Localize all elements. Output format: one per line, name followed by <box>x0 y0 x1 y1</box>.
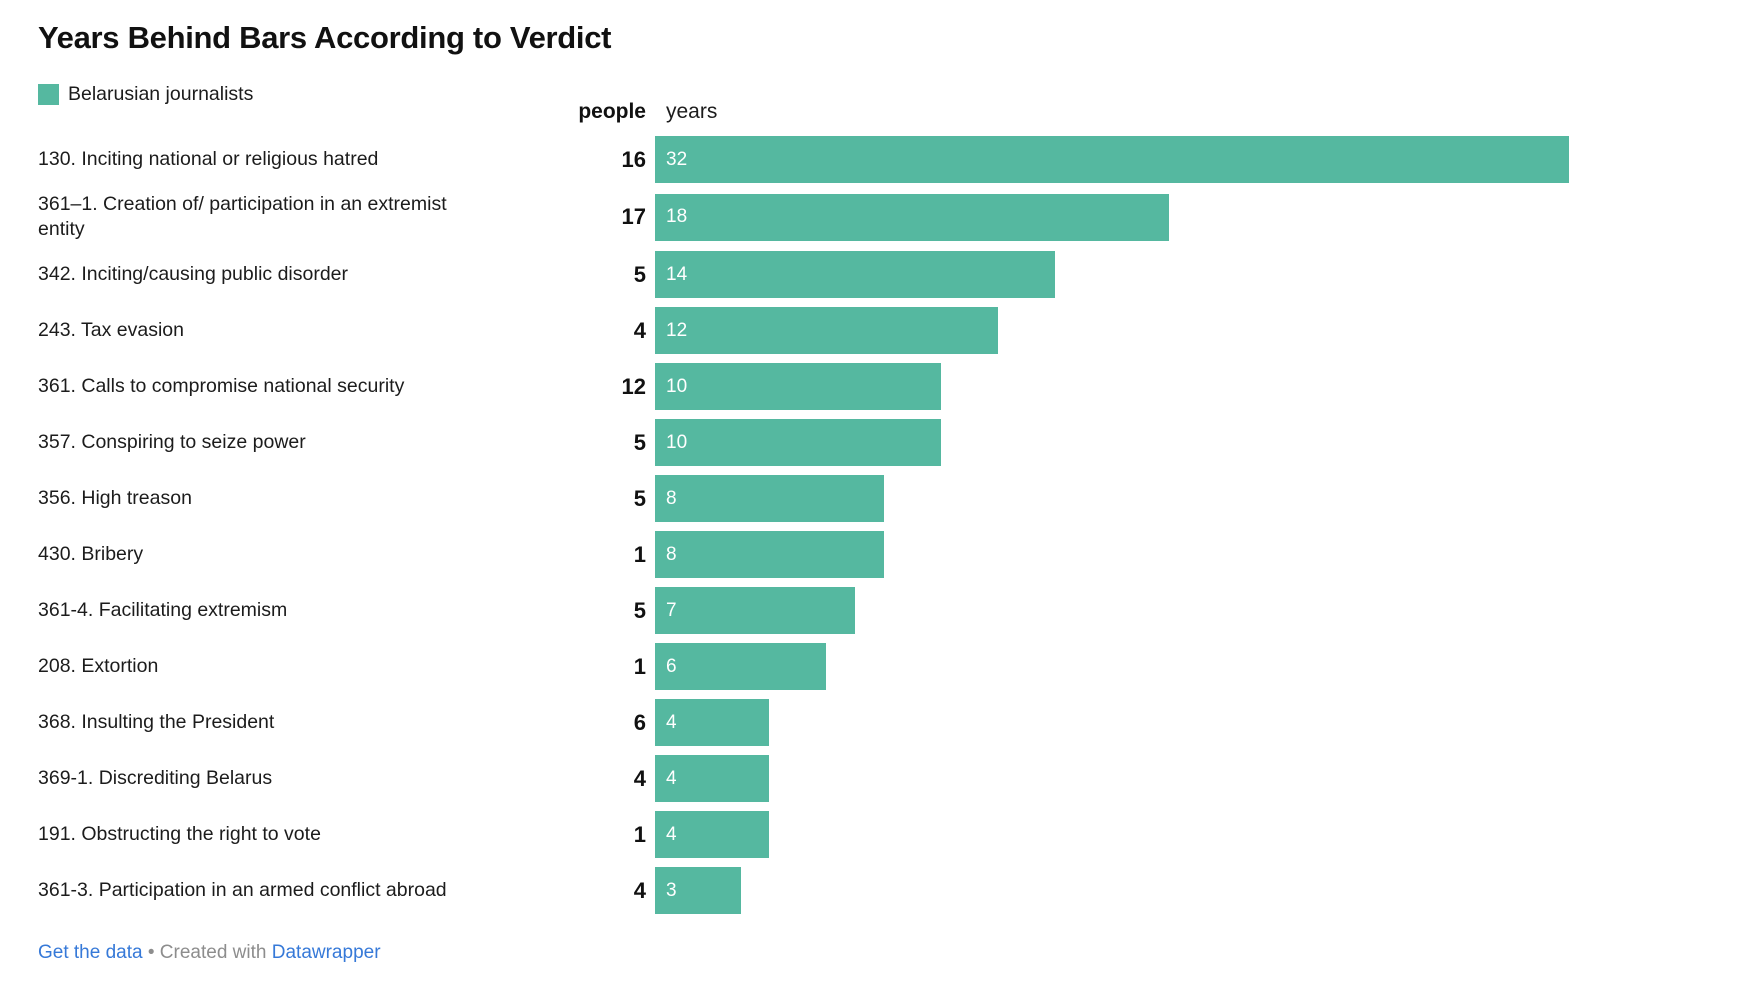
row-label: 191. Obstructing the right to vote <box>38 823 321 845</box>
row-label: 361-3. Participation in an armed conflic… <box>38 879 447 901</box>
column-header-years: years <box>666 100 718 123</box>
row-people-count: 4 <box>633 877 646 903</box>
row-label: 361-4. Facilitating extremism <box>38 599 288 621</box>
footer: Get the data • Created with Datawrapper <box>38 942 1740 964</box>
chart-row: 361-4. Facilitating extremism 5 7 <box>38 587 1740 634</box>
bar-value-label: 7 <box>666 599 677 621</box>
bar: 6 <box>655 643 827 690</box>
row-people-count: 4 <box>633 765 646 791</box>
bar: 8 <box>655 475 884 522</box>
bar: 32 <box>655 136 1569 183</box>
chart-row: 430. Bribery 1 8 <box>38 531 1740 578</box>
legend-label: Belarusian journalists <box>68 83 254 105</box>
bar: 3 <box>655 867 741 914</box>
bar-track: 12 <box>655 307 1569 354</box>
row-label: 130. Inciting national or religious hatr… <box>38 148 379 170</box>
row-label: 430. Bribery <box>38 543 144 565</box>
row-people-count: 17 <box>621 204 646 229</box>
bar-track: 10 <box>655 419 1569 466</box>
bar-value-label: 12 <box>666 319 688 341</box>
row-people-count: 1 <box>633 653 646 679</box>
bar-value-label: 10 <box>666 375 688 397</box>
chart-title: Years Behind Bars According to Verdict <box>38 20 612 55</box>
bar-value-label: 3 <box>666 879 677 901</box>
get-the-data-link[interactable]: Get the data <box>38 942 143 963</box>
bar-value-label: 8 <box>666 487 677 509</box>
row-people-count: 1 <box>633 541 646 567</box>
legend-swatch-icon <box>38 84 59 105</box>
row-people-count: 6 <box>633 709 646 735</box>
bar-value-label: 4 <box>666 823 677 845</box>
chart-row: 368. Insulting the President 6 4 <box>38 699 1740 746</box>
chart-row: 208. Extortion 1 6 <box>38 643 1740 690</box>
bar: 7 <box>655 587 855 634</box>
chart-row: 357. Conspiring to seize power 5 10 <box>38 419 1740 466</box>
chart-row: 342. Inciting/causing public disorder 5 … <box>38 251 1740 298</box>
bar-value-label: 4 <box>666 767 677 789</box>
bar-value-label: 6 <box>666 655 677 677</box>
bar-value-label: 14 <box>666 263 688 285</box>
bar-track: 3 <box>655 867 1569 914</box>
row-label: 356. High treason <box>38 487 192 509</box>
bar-value-label: 8 <box>666 543 677 565</box>
legend: Belarusian journalists <box>38 83 508 106</box>
row-label: 361. Calls to compromise national securi… <box>38 375 405 397</box>
row-label: 357. Conspiring to seize power <box>38 431 306 453</box>
chart-row: 361–1. Creation of/ participation in an … <box>38 192 1740 242</box>
bar: 14 <box>655 251 1055 298</box>
bar: 4 <box>655 755 770 802</box>
chart-row: 130. Inciting national or religious hatr… <box>38 136 1740 183</box>
row-label: 361–1. Creation of/ participation in an … <box>38 193 447 240</box>
bar-track: 4 <box>655 699 1569 746</box>
bar-value-label: 4 <box>666 711 677 733</box>
datawrapper-link[interactable]: Datawrapper <box>271 942 381 963</box>
row-people-count: 16 <box>621 146 646 172</box>
bar-track: 18 <box>655 193 1569 241</box>
bar: 8 <box>655 531 884 578</box>
bar-track: 32 <box>655 136 1569 183</box>
row-people-count: 5 <box>633 485 646 511</box>
row-people-count: 4 <box>633 317 646 343</box>
bar-value-label: 32 <box>666 148 688 170</box>
chart-row: 361-3. Participation in an armed conflic… <box>38 867 1740 914</box>
chart-row: 361. Calls to compromise national securi… <box>38 363 1740 410</box>
bar-rows: 130. Inciting national or religious hatr… <box>38 136 1740 914</box>
row-label: 369-1. Discrediting Belarus <box>38 767 273 789</box>
row-people-count: 5 <box>633 261 646 287</box>
row-people-count: 1 <box>633 821 646 847</box>
bar: 10 <box>655 419 941 466</box>
column-header-people: people <box>578 100 646 123</box>
bar-track: 8 <box>655 475 1569 522</box>
row-label: 208. Extortion <box>38 655 159 677</box>
bar-track: 8 <box>655 531 1569 578</box>
bar-track: 7 <box>655 587 1569 634</box>
row-label: 342. Inciting/causing public disorder <box>38 263 349 285</box>
footer-separator: • <box>147 942 155 963</box>
bar-track: 4 <box>655 811 1569 858</box>
row-people-count: 5 <box>633 597 646 623</box>
bar: 18 <box>655 193 1170 241</box>
row-people-count: 12 <box>621 373 646 399</box>
legend-header-row: Belarusian journalists people years <box>38 83 1740 124</box>
bar-value-label: 10 <box>666 431 688 453</box>
bar-track: 10 <box>655 363 1569 410</box>
bar-track: 14 <box>655 251 1569 298</box>
row-people-count: 5 <box>633 429 646 455</box>
bar-value-label: 18 <box>666 206 688 227</box>
footer-created-with: Created with <box>159 942 267 963</box>
chart-row: 191. Obstructing the right to vote 1 4 <box>38 811 1740 858</box>
bar: 10 <box>655 363 941 410</box>
bar: 12 <box>655 307 998 354</box>
bar-track: 6 <box>655 643 1569 690</box>
chart-row: 369-1. Discrediting Belarus 4 4 <box>38 755 1740 802</box>
bar: 4 <box>655 811 770 858</box>
chart-row: 243. Tax evasion 4 12 <box>38 307 1740 354</box>
row-label: 243. Tax evasion <box>38 319 184 341</box>
row-label: 368. Insulting the President <box>38 711 275 733</box>
bar: 4 <box>655 699 770 746</box>
chart-row: 356. High treason 5 8 <box>38 475 1740 522</box>
bar-track: 4 <box>655 755 1569 802</box>
